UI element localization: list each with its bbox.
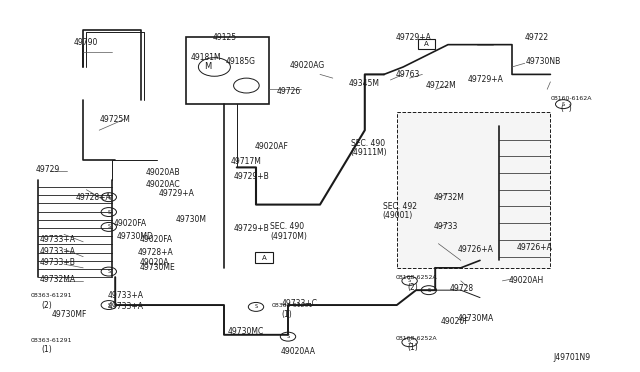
Text: 49020FA: 49020FA	[140, 235, 173, 244]
Text: J49701N9: J49701N9	[554, 353, 591, 362]
Text: 49730NB: 49730NB	[526, 57, 561, 66]
Text: (49111M): (49111M)	[351, 148, 387, 157]
Text: 49763: 49763	[396, 70, 420, 79]
Text: 49020AC: 49020AC	[146, 180, 180, 189]
Circle shape	[101, 193, 116, 202]
Text: S: S	[108, 209, 110, 215]
Text: S: S	[108, 224, 110, 230]
Text: (49170M): (49170M)	[270, 232, 307, 241]
Text: 49729+A: 49729+A	[159, 189, 195, 198]
Text: 49728+A: 49728+A	[138, 248, 173, 257]
Bar	[186, 37, 269, 104]
Text: (49001): (49001)	[383, 211, 413, 220]
Text: 49733+A: 49733+A	[108, 291, 143, 300]
Text: 49728+A: 49728+A	[76, 193, 111, 202]
Text: 49020AH: 49020AH	[509, 276, 544, 285]
Text: (1): (1)	[407, 343, 418, 352]
Text: 08363-61291: 08363-61291	[31, 293, 72, 298]
Circle shape	[402, 338, 417, 347]
Text: 08363-61291: 08363-61291	[272, 302, 314, 308]
Text: 49181M: 49181M	[191, 53, 221, 62]
Circle shape	[101, 208, 116, 217]
Text: (1): (1)	[42, 345, 52, 354]
Text: 49733+C: 49733+C	[282, 299, 317, 308]
Text: A: A	[424, 41, 429, 47]
Text: (  ): ( )	[561, 104, 572, 113]
Text: 49733+A: 49733+A	[40, 235, 76, 244]
Text: 49730MF: 49730MF	[51, 310, 86, 319]
Circle shape	[101, 267, 116, 276]
Text: S: S	[255, 304, 257, 310]
Text: 49726+A: 49726+A	[458, 245, 493, 254]
Text: 49729: 49729	[36, 165, 60, 174]
Text: 49730MD: 49730MD	[116, 232, 154, 241]
Text: 49345M: 49345M	[349, 79, 380, 88]
Text: S: S	[108, 269, 110, 274]
Text: M: M	[204, 62, 212, 71]
Text: 49020AG: 49020AG	[289, 61, 324, 70]
Circle shape	[402, 276, 417, 285]
Text: 49726+A: 49726+A	[517, 243, 553, 252]
Text: (2): (2)	[407, 283, 418, 292]
Text: S: S	[428, 288, 430, 293]
Text: 49729+B: 49729+B	[234, 172, 269, 181]
Text: 49020AB: 49020AB	[146, 169, 180, 177]
Text: (2): (2)	[42, 301, 52, 310]
Text: S: S	[108, 302, 110, 308]
Text: 49020AA: 49020AA	[280, 347, 316, 356]
Text: 49730ME: 49730ME	[140, 263, 175, 272]
Text: 49733+B: 49733+B	[40, 258, 76, 267]
Text: 49717M: 49717M	[230, 157, 261, 166]
Text: 49125: 49125	[212, 33, 237, 42]
Circle shape	[556, 100, 571, 109]
Text: 08363-61291: 08363-61291	[31, 338, 72, 343]
Text: 49790: 49790	[74, 38, 98, 47]
Text: (1): (1)	[282, 310, 292, 319]
Circle shape	[248, 302, 264, 311]
Text: 49732M: 49732M	[434, 193, 465, 202]
Text: 49729+B: 49729+B	[234, 224, 269, 233]
Text: S: S	[108, 195, 110, 200]
Text: 49726: 49726	[276, 87, 301, 96]
Text: A: A	[262, 254, 266, 261]
Text: 08168-6252A: 08168-6252A	[396, 275, 437, 280]
Text: S: S	[287, 334, 289, 339]
Text: 49020AF: 49020AF	[255, 142, 289, 151]
Circle shape	[101, 301, 116, 310]
FancyBboxPatch shape	[255, 252, 273, 263]
Text: 49733+A: 49733+A	[40, 247, 76, 256]
Text: 49020F: 49020F	[440, 317, 469, 326]
Text: 08160-6162A: 08160-6162A	[550, 96, 592, 101]
Text: 49730MC: 49730MC	[227, 327, 264, 336]
FancyBboxPatch shape	[418, 39, 435, 49]
Bar	[397, 112, 550, 268]
Text: 49722: 49722	[525, 33, 549, 42]
Text: S: S	[562, 102, 564, 107]
Text: SEC. 492: SEC. 492	[383, 202, 417, 211]
Circle shape	[421, 286, 436, 295]
Text: 49729+A: 49729+A	[396, 33, 431, 42]
Text: S: S	[408, 340, 411, 345]
Text: 49730M: 49730M	[176, 215, 207, 224]
Text: 49020A: 49020A	[140, 258, 169, 267]
Circle shape	[280, 332, 296, 341]
Text: SEC. 490: SEC. 490	[351, 139, 385, 148]
Text: 49732MA: 49732MA	[40, 275, 76, 283]
Text: 49733: 49733	[434, 222, 458, 231]
Text: 49729+A: 49729+A	[467, 76, 503, 84]
Text: 49730MA: 49730MA	[458, 314, 494, 323]
Text: 49725M: 49725M	[99, 115, 130, 124]
Text: 49728: 49728	[449, 284, 474, 293]
Text: 49020FA: 49020FA	[114, 219, 147, 228]
Text: S: S	[408, 278, 411, 283]
Circle shape	[101, 222, 116, 231]
Text: 49185G: 49185G	[225, 57, 255, 66]
Text: SEC. 490: SEC. 490	[270, 222, 304, 231]
Text: 08168-6252A: 08168-6252A	[396, 336, 437, 341]
Text: 49722M: 49722M	[426, 81, 456, 90]
Text: 49733+A: 49733+A	[108, 302, 143, 311]
